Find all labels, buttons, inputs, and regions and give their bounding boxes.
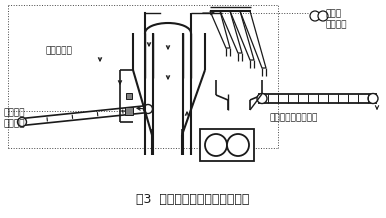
Circle shape — [205, 134, 227, 156]
Bar — [125, 107, 133, 115]
Text: 图3  辊压机生料终粉磨工艺流程: 图3 辊压机生料终粉磨工艺流程 — [136, 193, 250, 206]
Circle shape — [368, 94, 378, 104]
Bar — [200, 129, 254, 161]
Circle shape — [310, 11, 320, 21]
Circle shape — [318, 11, 328, 21]
Text: 入生料均化库提升机: 入生料均化库提升机 — [270, 114, 318, 123]
Text: 来自配料站: 来自配料站 — [46, 46, 73, 56]
Text: 来自窑尾
高温风机: 来自窑尾 高温风机 — [3, 108, 24, 128]
Text: 至窑尾
废气处理: 至窑尾 废气处理 — [325, 9, 347, 29]
Circle shape — [257, 94, 267, 104]
Circle shape — [227, 134, 249, 156]
Circle shape — [17, 118, 27, 126]
Circle shape — [144, 104, 152, 114]
Bar — [126, 93, 132, 99]
